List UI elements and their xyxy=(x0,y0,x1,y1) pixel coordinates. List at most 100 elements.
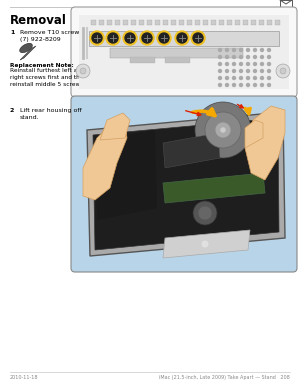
FancyBboxPatch shape xyxy=(235,20,240,25)
Circle shape xyxy=(201,240,209,248)
Circle shape xyxy=(268,48,271,52)
Circle shape xyxy=(175,31,189,45)
Circle shape xyxy=(239,83,242,87)
Text: Replacement Note:: Replacement Note: xyxy=(10,63,74,68)
FancyArrowPatch shape xyxy=(193,109,215,116)
FancyArrowPatch shape xyxy=(186,111,201,116)
Circle shape xyxy=(232,69,236,73)
FancyBboxPatch shape xyxy=(139,20,144,25)
Circle shape xyxy=(193,33,203,43)
Circle shape xyxy=(125,33,135,43)
Circle shape xyxy=(218,76,221,80)
Circle shape xyxy=(226,55,229,59)
Polygon shape xyxy=(87,112,285,256)
Circle shape xyxy=(254,55,256,59)
Circle shape xyxy=(254,83,256,87)
Circle shape xyxy=(260,83,263,87)
Text: iMac (21.5-inch, Late 2009) Take Apart — Stand   208: iMac (21.5-inch, Late 2009) Take Apart —… xyxy=(159,375,290,380)
Circle shape xyxy=(268,76,271,80)
FancyBboxPatch shape xyxy=(251,20,256,25)
FancyBboxPatch shape xyxy=(131,20,136,25)
FancyBboxPatch shape xyxy=(267,20,272,25)
FancyBboxPatch shape xyxy=(219,20,224,25)
Circle shape xyxy=(239,69,242,73)
FancyBboxPatch shape xyxy=(163,20,168,25)
Circle shape xyxy=(159,33,169,43)
Circle shape xyxy=(276,64,290,78)
Text: 1: 1 xyxy=(10,30,14,35)
Circle shape xyxy=(247,55,250,59)
FancyBboxPatch shape xyxy=(79,15,289,89)
Circle shape xyxy=(247,69,250,73)
Circle shape xyxy=(247,76,250,80)
FancyBboxPatch shape xyxy=(115,20,120,25)
Circle shape xyxy=(218,62,221,66)
Circle shape xyxy=(247,62,250,66)
Circle shape xyxy=(254,48,256,52)
Circle shape xyxy=(218,69,221,73)
Circle shape xyxy=(198,206,212,220)
Circle shape xyxy=(247,48,250,52)
Ellipse shape xyxy=(20,43,32,53)
FancyBboxPatch shape xyxy=(130,57,155,63)
FancyBboxPatch shape xyxy=(259,20,264,25)
Polygon shape xyxy=(245,106,285,180)
Circle shape xyxy=(108,33,118,43)
FancyBboxPatch shape xyxy=(71,7,297,97)
Circle shape xyxy=(239,62,242,66)
FancyArrowPatch shape xyxy=(237,104,243,108)
Circle shape xyxy=(226,62,229,66)
Polygon shape xyxy=(20,46,36,60)
FancyBboxPatch shape xyxy=(227,20,232,25)
Text: 2: 2 xyxy=(10,108,14,113)
FancyBboxPatch shape xyxy=(123,20,128,25)
Circle shape xyxy=(140,31,154,45)
Circle shape xyxy=(80,68,86,74)
Circle shape xyxy=(254,69,256,73)
Circle shape xyxy=(280,68,286,74)
Circle shape xyxy=(260,76,263,80)
FancyBboxPatch shape xyxy=(211,20,216,25)
FancyArrowPatch shape xyxy=(245,108,250,114)
Circle shape xyxy=(142,33,152,43)
Polygon shape xyxy=(163,230,250,258)
FancyBboxPatch shape xyxy=(195,20,200,25)
Circle shape xyxy=(226,83,229,87)
Polygon shape xyxy=(93,118,279,250)
Circle shape xyxy=(218,48,221,52)
Polygon shape xyxy=(163,173,265,203)
FancyBboxPatch shape xyxy=(187,20,192,25)
Circle shape xyxy=(239,48,242,52)
Circle shape xyxy=(218,83,221,87)
Circle shape xyxy=(177,33,187,43)
Circle shape xyxy=(191,31,205,45)
Circle shape xyxy=(254,76,256,80)
Polygon shape xyxy=(95,130,157,220)
Text: Lift rear housing off
stand.: Lift rear housing off stand. xyxy=(20,108,82,120)
FancyBboxPatch shape xyxy=(89,31,279,46)
FancyBboxPatch shape xyxy=(99,20,104,25)
Polygon shape xyxy=(100,113,130,140)
Circle shape xyxy=(268,55,271,59)
FancyBboxPatch shape xyxy=(203,20,208,25)
Text: Reinstall furthest left and
right screws first and then
reinstall middle 5 screw: Reinstall furthest left and right screws… xyxy=(10,68,87,87)
Circle shape xyxy=(76,64,90,78)
Circle shape xyxy=(254,62,256,66)
Circle shape xyxy=(90,31,104,45)
FancyBboxPatch shape xyxy=(71,96,297,272)
FancyBboxPatch shape xyxy=(110,48,243,58)
Circle shape xyxy=(268,83,271,87)
Circle shape xyxy=(260,69,263,73)
Circle shape xyxy=(220,127,226,133)
Circle shape xyxy=(205,112,241,148)
Polygon shape xyxy=(245,120,263,148)
Circle shape xyxy=(232,76,236,80)
Circle shape xyxy=(215,122,231,138)
Text: 2010-11-18: 2010-11-18 xyxy=(10,375,38,380)
Circle shape xyxy=(226,69,229,73)
FancyBboxPatch shape xyxy=(275,20,280,25)
Circle shape xyxy=(193,201,217,225)
Circle shape xyxy=(226,76,229,80)
Circle shape xyxy=(226,48,229,52)
Circle shape xyxy=(239,76,242,80)
